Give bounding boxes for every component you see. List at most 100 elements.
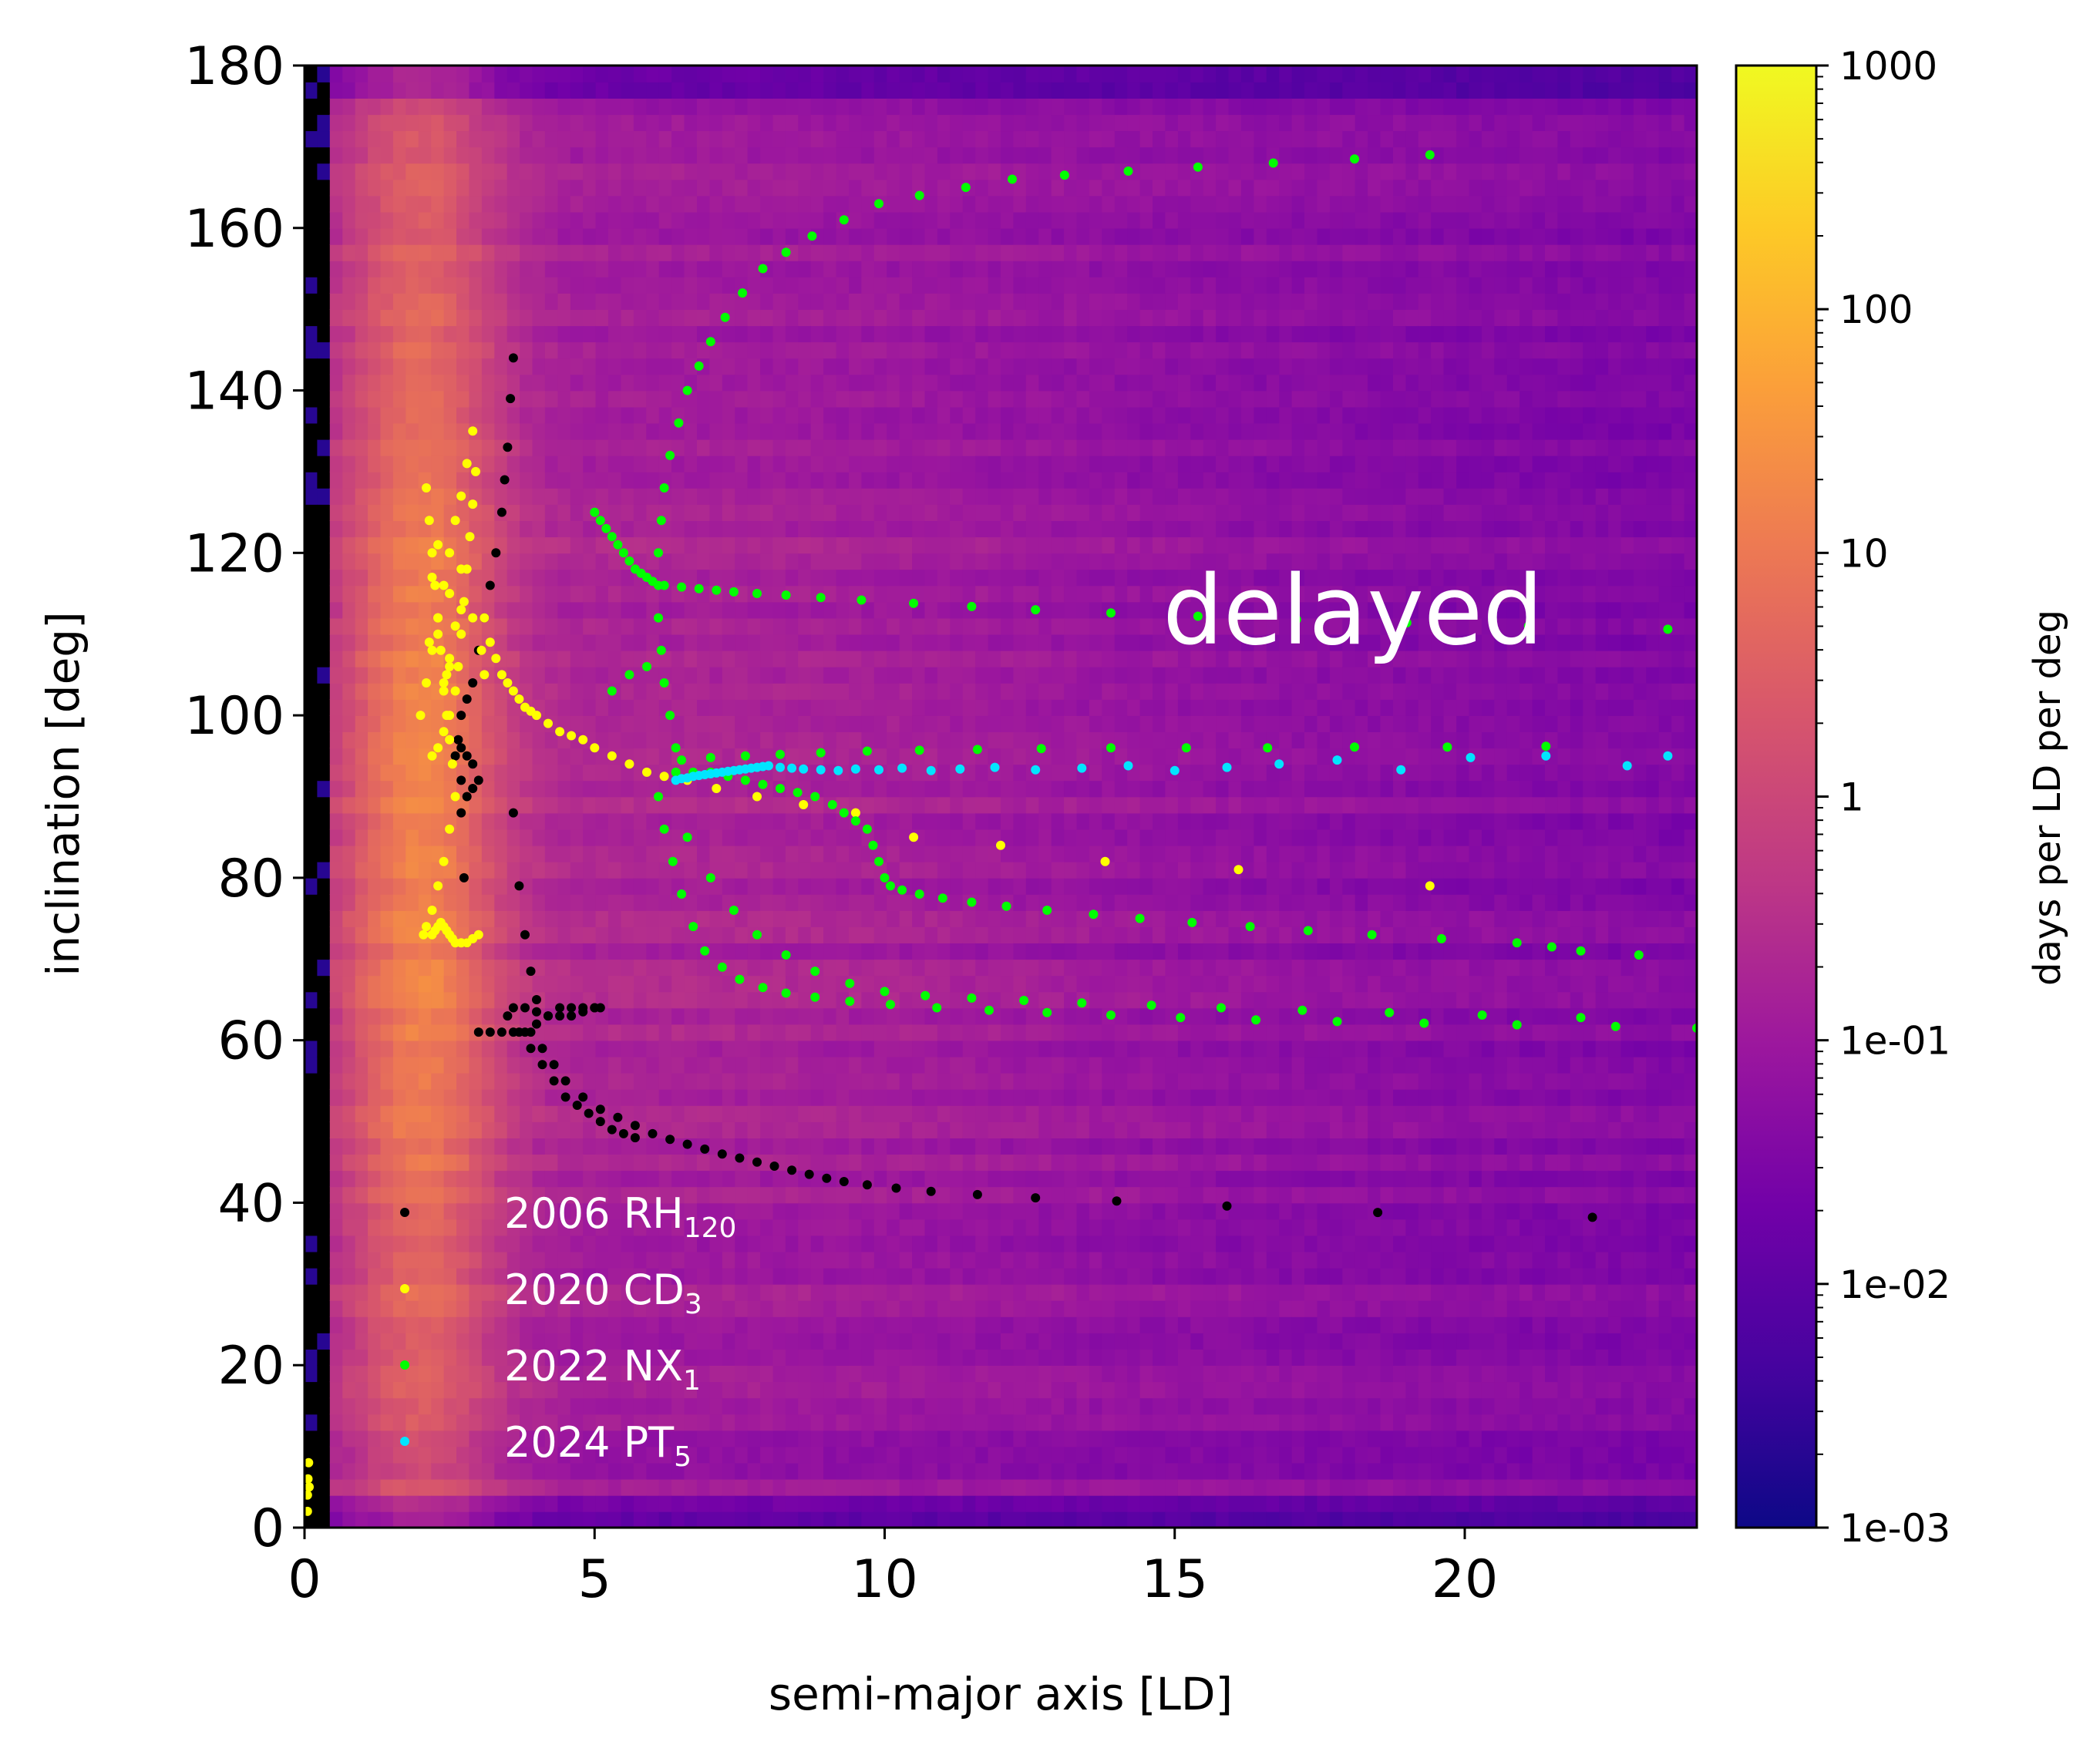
heatmap-cell (975, 130, 989, 148)
heatmap-cell (506, 764, 520, 782)
heatmap-cell (735, 1121, 749, 1138)
heatmap-cell (595, 715, 609, 732)
heatmap-cell (583, 1299, 597, 1317)
heatmap-cell (760, 683, 774, 700)
heatmap-cell (658, 861, 672, 879)
heatmap-cell (671, 309, 685, 327)
heatmap-cell (305, 1251, 318, 1269)
heatmap-cell (798, 1365, 812, 1383)
heatmap-cell (570, 1202, 584, 1220)
heatmap-cell (861, 195, 875, 213)
heatmap-cell (747, 179, 761, 197)
heatmap-cell (861, 488, 875, 505)
heatmap-cell (810, 244, 824, 261)
heatmap-cell (633, 227, 648, 245)
heatmap-cell (608, 211, 622, 229)
heatmap-cell (709, 422, 723, 440)
heatmap-cell (583, 1381, 597, 1399)
heatmap-cell (785, 1397, 799, 1415)
heatmap-cell (532, 1072, 546, 1090)
heatmap-cell (671, 1024, 685, 1041)
heatmap-cell (443, 1430, 457, 1447)
heatmap-cell (305, 439, 318, 456)
heatmap-cell (633, 731, 648, 749)
heatmap-cell (772, 910, 786, 927)
heatmap-cell (418, 991, 432, 1009)
heatmap-cell (595, 910, 609, 927)
heatmap-cell (722, 975, 735, 993)
heatmap-cell (305, 1040, 318, 1057)
heatmap-cell (329, 82, 343, 99)
heatmap-cell (697, 455, 711, 472)
heatmap-cell (506, 829, 520, 846)
heatmap-cell (962, 650, 976, 667)
heatmap-cell (975, 341, 989, 359)
heatmap-cell (608, 910, 622, 927)
heatmap-cell (557, 617, 571, 635)
heatmap-cell (849, 1056, 863, 1074)
heatmap-cell (380, 845, 394, 862)
heatmap-cell (798, 1446, 812, 1464)
heatmap-cell (861, 1349, 875, 1366)
heatmap-cell (595, 260, 609, 277)
heatmap-cell (798, 1072, 812, 1090)
heatmap-cell (823, 1478, 837, 1496)
heatmap-cell (658, 585, 672, 603)
heatmap-cell (747, 1170, 761, 1188)
heatmap-cell (785, 536, 799, 554)
heatmap-cell (608, 163, 622, 180)
heatmap-cell (1001, 845, 1015, 862)
heatmap-cell (418, 1154, 432, 1172)
heatmap-cell (760, 861, 774, 879)
heatmap-cell (342, 98, 356, 116)
heatmap-cell (735, 650, 749, 667)
heatmap-cell (646, 861, 660, 879)
heatmap-cell (735, 1365, 749, 1383)
heatmap-cell (355, 877, 369, 895)
heatmap-cell (342, 1138, 356, 1155)
heatmap-cell (570, 569, 584, 587)
heatmap-cell (418, 1299, 432, 1317)
heatmap-cell (887, 683, 900, 700)
heatmap-cell (443, 991, 457, 1009)
heatmap-cell (392, 1397, 407, 1415)
heatmap-cell (469, 1381, 483, 1399)
heatmap-cell (329, 861, 343, 879)
heatmap-cell (621, 943, 634, 960)
heatmap-cell (469, 390, 483, 408)
heatmap-cell (392, 1154, 407, 1172)
heatmap-cell (671, 1494, 685, 1512)
heatmap-cell (899, 1072, 913, 1090)
heatmap-cell (836, 1333, 850, 1350)
heatmap-cell (494, 796, 508, 814)
heatmap-cell (431, 277, 445, 294)
heatmap-cell (532, 764, 546, 782)
heatmap-cell (810, 471, 824, 489)
heatmap-cell (684, 1283, 698, 1301)
heatmap-cell (329, 227, 343, 245)
heatmap-cell (924, 1007, 938, 1025)
heatmap-cell (633, 1299, 648, 1317)
heatmap-cell (950, 439, 964, 456)
heatmap-cell (456, 114, 470, 132)
heatmap-cell (608, 1007, 622, 1025)
heatmap-cell (760, 845, 774, 862)
heatmap-cell (481, 1283, 496, 1301)
heatmap-cell (937, 877, 951, 895)
heatmap-cell (684, 66, 698, 82)
heatmap-cell (557, 1202, 571, 1220)
heatmap-cell (317, 536, 331, 554)
heatmap-cell (912, 309, 926, 327)
heatmap-cell (924, 1349, 938, 1366)
heatmap-cell (431, 1040, 445, 1057)
heatmap-cell (633, 829, 648, 846)
heatmap-cell (924, 715, 938, 732)
heatmap-cell (836, 585, 850, 603)
heatmap-cell (532, 601, 546, 619)
heatmap-cell (481, 845, 496, 862)
heatmap-cell (406, 422, 419, 440)
heatmap-cell (735, 1072, 749, 1090)
heatmap-cell (709, 845, 723, 862)
heatmap-cell (317, 585, 331, 603)
heatmap-cell (342, 910, 356, 927)
